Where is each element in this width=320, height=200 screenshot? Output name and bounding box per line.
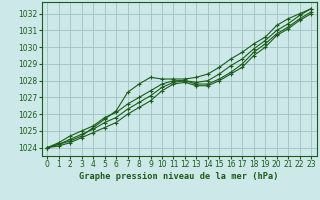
X-axis label: Graphe pression niveau de la mer (hPa): Graphe pression niveau de la mer (hPa) [79, 172, 279, 181]
